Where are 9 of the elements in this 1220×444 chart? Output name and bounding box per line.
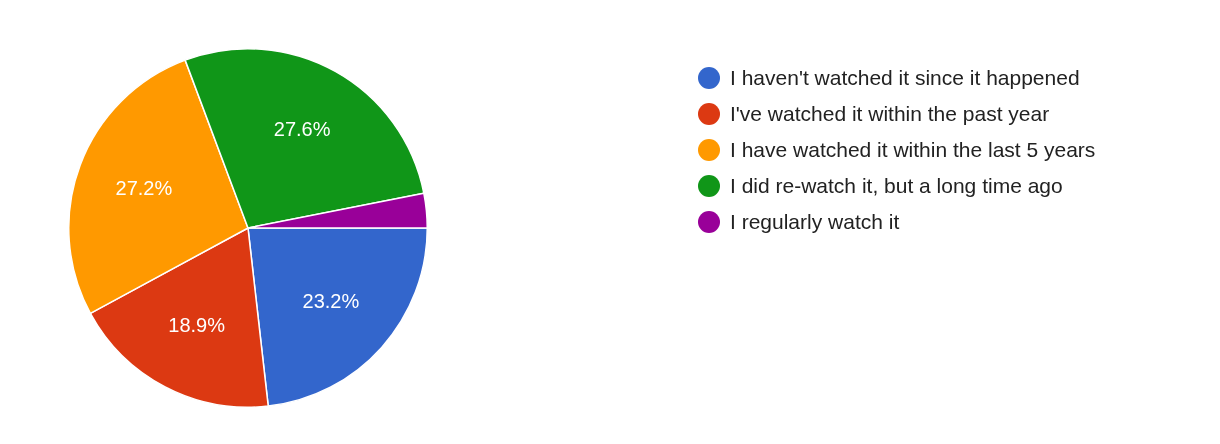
- legend-label: I haven't watched it since it happened: [730, 66, 1080, 90]
- data-label: 18.9%: [168, 314, 226, 337]
- data-label: 27.6%: [273, 118, 331, 141]
- data-label: 23.2%: [302, 289, 360, 312]
- data-label: 27.2%: [115, 176, 173, 199]
- legend-label: I did re-watch it, but a long time ago: [730, 174, 1063, 198]
- legend-label: I regularly watch it: [730, 210, 900, 234]
- legend-label: I have watched it within the last 5 years: [730, 138, 1096, 162]
- legend-label: I've watched it within the past year: [730, 102, 1050, 126]
